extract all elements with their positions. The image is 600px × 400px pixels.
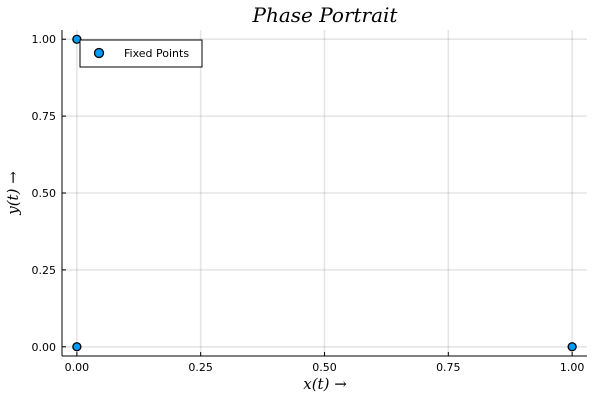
ticks: 0.00 0.25 0.50 0.75 1.00 0.00 0.25 0.50 0.75 1.00 [32, 33, 585, 374]
y-tick-label-1: 0.25 [32, 264, 57, 277]
x-tick-label-3: 0.75 [436, 361, 461, 374]
chart-title: Phase Portrait [252, 3, 399, 27]
y-tick-label-2: 0.50 [32, 187, 57, 200]
x-tick-label-2: 0.50 [312, 361, 337, 374]
x-tick-label-0: 0.00 [65, 361, 90, 374]
grid [62, 30, 587, 356]
x-axis-label: x(t) → [303, 375, 347, 393]
y-axis-label: y(t) → [4, 171, 22, 216]
data-points [72, 34, 577, 352]
y-tick-label-0: 0.00 [32, 341, 57, 354]
x-tick-label-4: 1.00 [560, 361, 585, 374]
legend-label-fixed-points: Fixed Points [124, 47, 189, 60]
fixed-point-0 [72, 34, 82, 44]
y-tick-label-4: 1.00 [32, 33, 57, 46]
y-tick-label-3: 0.75 [32, 110, 57, 123]
x-tick-label-1: 0.25 [188, 361, 213, 374]
legend: Fixed Points [79, 39, 203, 68]
fixed-point-2 [567, 342, 577, 352]
legend-marker [93, 47, 105, 59]
fixed-point-1 [72, 342, 82, 352]
